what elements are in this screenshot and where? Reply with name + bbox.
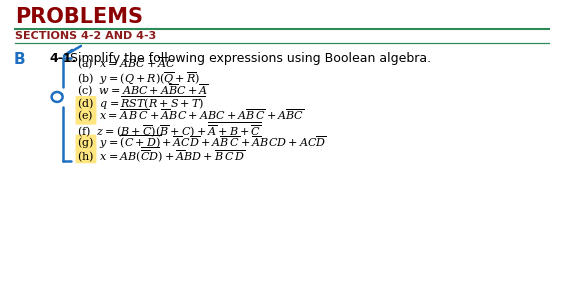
FancyBboxPatch shape bbox=[76, 135, 96, 150]
Text: (c)  $w = ABC + A\overline{B}C + \overline{A}$: (c) $w = ABC + A\overline{B}C + \overlin… bbox=[77, 82, 209, 99]
FancyBboxPatch shape bbox=[76, 147, 96, 163]
FancyBboxPatch shape bbox=[76, 96, 96, 112]
Text: SECTIONS 4-2 AND 4-3: SECTIONS 4-2 AND 4-3 bbox=[15, 31, 157, 41]
Text: (a)  $x = ABC + \overline{A}C$: (a) $x = ABC + \overline{A}C$ bbox=[77, 56, 176, 72]
Text: (g)  $y = \overline{(C+D)} + \overline{A}C\overline{D} + A\overline{B}\,\overlin: (g) $y = \overline{(C+D)} + \overline{A}… bbox=[77, 133, 327, 151]
Text: 4-1.: 4-1. bbox=[49, 52, 77, 65]
Text: (d)  $q = \overline{RST(R + S + T)}$: (d) $q = \overline{RST(R + S + T)}$ bbox=[77, 95, 205, 112]
Text: (f)  $z = (B + \overline{C})(\overline{B} + C) + \overline{\overline{A} + B + \o: (f) $z = (B + \overline{C})(\overline{B}… bbox=[77, 120, 262, 139]
Text: (h)  $x = AB(\overline{\overline{C}D}) + \overline{A}BD + \overline{B}\,\overlin: (h) $x = AB(\overline{\overline{C}D}) + … bbox=[77, 145, 245, 164]
Text: PROBLEMS: PROBLEMS bbox=[15, 7, 143, 27]
Text: Simplify the following expressions using Boolean algebra.: Simplify the following expressions using… bbox=[66, 52, 431, 65]
FancyBboxPatch shape bbox=[76, 109, 96, 125]
Text: B: B bbox=[14, 52, 25, 67]
Text: (e)  $x = \overline{A}\,\overline{B}\,\overline{C} + \overline{A}BC + ABC + A\ov: (e) $x = \overline{A}\,\overline{B}\,\ov… bbox=[77, 108, 304, 124]
Text: (b)  $y = (Q + R)(\overline{Q} + \overline{R})$: (b) $y = (Q + R)(\overline{Q} + \overlin… bbox=[77, 70, 200, 85]
